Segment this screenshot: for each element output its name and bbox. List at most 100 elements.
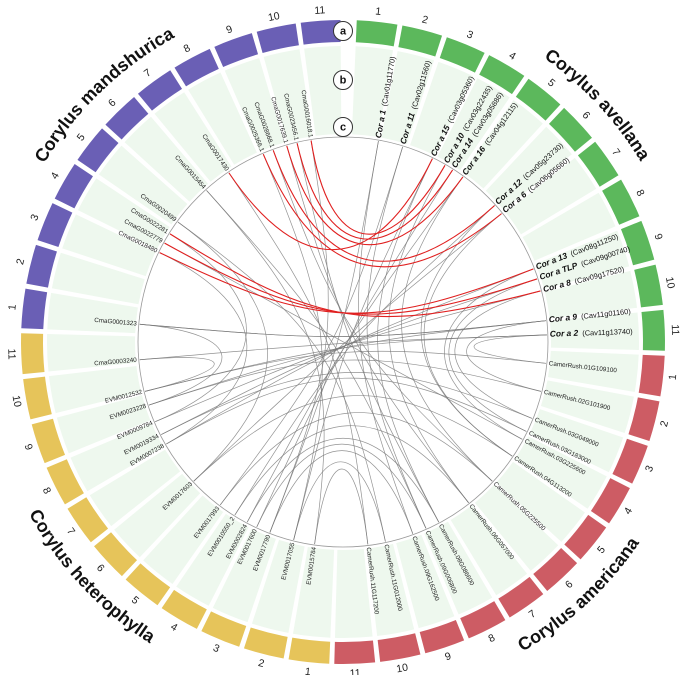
synteny-link [388, 165, 469, 503]
chromosome-heterophylla-9[interactable] [31, 418, 66, 464]
chromosome-label-americana-1: 1 [667, 374, 680, 381]
chromosome-avellana-2[interactable] [398, 25, 443, 57]
chromosome-label-heterophylla-9: 9 [22, 442, 35, 451]
chromosome-americana-5[interactable] [564, 514, 607, 560]
chromosome-americana-1[interactable] [638, 354, 665, 397]
chromosome-label-avellana-7: 7 [609, 146, 622, 158]
chromosome-americana-3[interactable] [612, 438, 648, 484]
band-mandshurica-9 [224, 58, 285, 152]
chromosome-heterophylla-8[interactable] [46, 459, 84, 505]
chromosome-label-mandshurica-6: 6 [106, 97, 119, 110]
synteny-link [444, 268, 534, 440]
chromosome-heterophylla-3[interactable] [201, 611, 247, 647]
chromosome-mandshurica-1[interactable] [21, 288, 48, 330]
chromosome-americana-7[interactable] [498, 576, 544, 618]
chromosome-heterophylla-4[interactable] [161, 589, 207, 629]
band-heterophylla-9 [56, 395, 151, 454]
chromosome-mandshurica-5[interactable] [77, 128, 119, 173]
band-heterophylla-8 [70, 423, 164, 492]
chromosome-americana-9[interactable] [419, 619, 465, 654]
band-heterophylla-2 [251, 539, 305, 633]
chromosome-mandshurica-7[interactable] [137, 70, 183, 111]
band-mandshurica-3 [62, 214, 156, 277]
chromosome-heterophylla-11[interactable] [20, 333, 45, 375]
chromosome-label-americana-10: 10 [395, 661, 409, 675]
chromosome-label-heterophylla-11: 11 [5, 348, 17, 359]
chromosome-mandshurica-2[interactable] [26, 244, 57, 288]
band-americana-10 [367, 543, 415, 637]
synteny-link [155, 290, 541, 423]
band-avellana-3 [410, 61, 474, 156]
chromosome-americana-11[interactable] [334, 640, 376, 665]
chromosome-avellana-1[interactable] [355, 20, 398, 47]
gene-label-cm1: CmaG0003240 [94, 357, 138, 368]
synteny-link [219, 412, 493, 506]
chromosome-mandshurica-11[interactable] [300, 20, 341, 45]
chromosome-americana-10[interactable] [377, 633, 421, 662]
chromosome-label-avellana-11: 11 [669, 324, 681, 335]
gene-name: Cor a 2 [550, 328, 579, 339]
band-avellana-2 [381, 51, 435, 145]
chromosome-label-heterophylla-6: 6 [94, 562, 107, 575]
chromosome-avellana-5[interactable] [515, 78, 561, 121]
chromosome-label-mandshurica-10: 10 [267, 10, 281, 24]
synteny-link [139, 323, 223, 406]
synteny-link [139, 357, 215, 392]
chromosome-label-americana-8: 8 [486, 632, 497, 645]
synteny-link [454, 290, 541, 419]
chromosome-heterophylla-6[interactable] [94, 532, 138, 577]
chromosome-mandshurica-9[interactable] [214, 33, 259, 67]
chromosome-avellana-10[interactable] [634, 264, 663, 308]
chromosome-avellana-9[interactable] [620, 220, 655, 266]
chromosome-heterophylla-1[interactable] [288, 637, 331, 664]
chromosome-label-mandshurica-2: 2 [14, 257, 27, 266]
band-mandshurica-8 [188, 72, 257, 165]
chromosome-mandshurica-3[interactable] [37, 203, 73, 248]
synteny-link [358, 141, 414, 534]
band-heterophylla-4 [176, 513, 249, 606]
band-avellana-4 [437, 78, 510, 171]
chromosome-mandshurica-6[interactable] [105, 96, 149, 140]
chromosome-avellana-6[interactable] [548, 107, 592, 152]
band-mandshurica-4 [77, 178, 170, 250]
chromosome-mandshurica-4[interactable] [54, 164, 93, 209]
band-heterophylla-10 [48, 366, 142, 414]
synteny-link [144, 350, 546, 392]
chromosome-label-heterophylla-4: 4 [168, 621, 179, 634]
chromosome-avellana-3[interactable] [439, 37, 485, 73]
chromosome-labels: 1234567891011123456789101112345678910111… [5, 4, 681, 675]
chromosome-label-heterophylla-3: 3 [211, 642, 221, 655]
synteny-link [246, 176, 464, 523]
band-heterophylla-3 [212, 528, 276, 623]
chromosome-mandshurica-10[interactable] [256, 23, 299, 53]
band-americana-11 [334, 548, 373, 638]
synteny-link [262, 154, 323, 541]
synteny-link [139, 320, 546, 338]
gene-locus: (Cav11g13740) [580, 327, 633, 338]
band-mandshurica-10 [263, 49, 313, 142]
band-americana-1 [548, 350, 639, 393]
band-americana-4 [514, 436, 607, 509]
chromosome-americana-6[interactable] [533, 547, 578, 591]
chromosome-americana-4[interactable] [590, 478, 630, 524]
chromosome-label-americana-4: 4 [622, 505, 635, 516]
chromosome-label-mandshurica-5: 5 [75, 131, 88, 143]
chromosome-americana-8[interactable] [460, 601, 506, 639]
ring-markers: a b c [333, 21, 353, 137]
chromosome-heterophylla-7[interactable] [67, 497, 109, 543]
highlighted-link [296, 143, 454, 240]
highlighted-link [169, 233, 541, 318]
chromosome-heterophylla-5[interactable] [125, 563, 171, 606]
chromosome-avellana-11[interactable] [641, 309, 665, 351]
chromosome-avellana-7[interactable] [577, 141, 619, 187]
synteny-link [293, 158, 433, 541]
chromosome-heterophylla-10[interactable] [23, 376, 52, 420]
chromosome-avellana-4[interactable] [479, 55, 525, 95]
chromosome-americana-2[interactable] [628, 397, 660, 442]
synteny-link [269, 141, 379, 533]
chromosome-heterophylla-2[interactable] [243, 627, 288, 659]
chromosome-avellana-8[interactable] [602, 179, 640, 225]
chromosome-label-americana-7: 7 [527, 608, 539, 621]
synteny-link [139, 334, 547, 361]
chromosome-mandshurica-8[interactable] [174, 48, 219, 87]
